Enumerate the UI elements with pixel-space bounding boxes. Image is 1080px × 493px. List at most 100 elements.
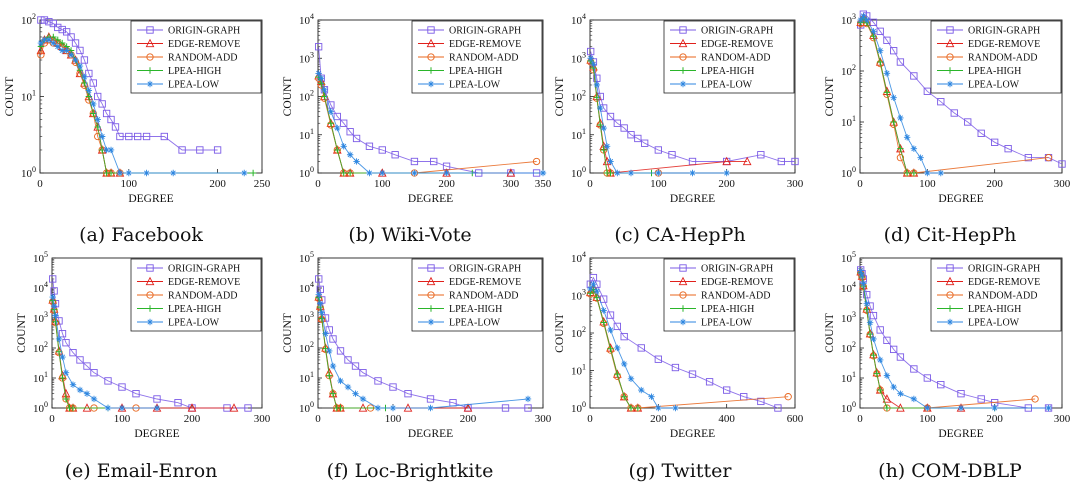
- legend-label: LPEA-HIGH: [449, 304, 502, 315]
- data-point: [379, 169, 386, 177]
- data-point: [389, 404, 397, 412]
- x-tick-label: 0: [587, 413, 593, 425]
- legend-label: LPEA-LOW: [968, 80, 1020, 91]
- legend-marker: [427, 318, 435, 326]
- data-point: [45, 36, 53, 44]
- data-point: [671, 363, 680, 372]
- x-tick-label: 0: [315, 178, 321, 190]
- data-point: [1058, 160, 1066, 168]
- data-point: [50, 287, 58, 295]
- series-edge-remove: [36, 32, 125, 177]
- data-point: [655, 404, 662, 412]
- y-tick-label: 103: [841, 12, 856, 27]
- legend-label: RANDOM-ADD: [968, 53, 1037, 64]
- data-point: [882, 394, 892, 403]
- data-point: [443, 169, 450, 177]
- legend-label: EDGE-REMOVE: [968, 39, 1040, 50]
- data-point: [910, 145, 918, 152]
- x-tick-label: 200: [986, 178, 1003, 190]
- data-point: [118, 383, 126, 391]
- legend-marker: [946, 291, 954, 299]
- data-point: [705, 378, 714, 386]
- legend-marker: [146, 291, 154, 299]
- data-point: [896, 353, 905, 361]
- series-lpea-low: [857, 267, 1052, 412]
- legend-label: LPEA-HIGH: [968, 304, 1021, 315]
- data-point: [587, 47, 595, 56]
- data-point: [107, 146, 115, 154]
- data-point: [62, 339, 70, 347]
- x-tick-label: 0: [315, 413, 321, 425]
- y-tick-label: 103: [299, 50, 314, 65]
- legend-label: ORIGIN-GRAPH: [168, 264, 240, 275]
- data-point: [67, 51, 75, 59]
- data-point: [63, 47, 70, 54]
- data-point: [532, 157, 541, 166]
- data-point: [427, 404, 434, 412]
- x-tick-label: 600: [787, 413, 804, 425]
- legend-marker: [146, 264, 154, 272]
- data-point: [76, 356, 84, 364]
- legend-label: LPEA-LOW: [168, 318, 220, 329]
- data-point: [869, 18, 878, 26]
- y-tick-label: 102: [21, 12, 36, 27]
- data-point: [329, 362, 337, 370]
- data-point: [59, 47, 66, 54]
- legend: ORIGIN-GRAPH EDGE-REMOVE RANDOM-ADD LPEA-HI…: [411, 20, 543, 94]
- series-lpea-low: [49, 293, 161, 412]
- x-tick-label: 0: [587, 178, 593, 190]
- data-point: [1004, 145, 1012, 153]
- y-axis-label: COUNT: [554, 313, 566, 353]
- data-point: [315, 275, 323, 283]
- data-point: [877, 386, 884, 394]
- y-tick-label: 100: [299, 165, 314, 180]
- y-axis-label: COUNT: [824, 77, 836, 117]
- series-line: [589, 276, 779, 409]
- data-point: [98, 100, 106, 108]
- data-point: [723, 169, 730, 177]
- data-point: [107, 169, 115, 177]
- data-point: [76, 386, 84, 394]
- data-point: [340, 119, 348, 127]
- y-tick-label: 105: [33, 250, 48, 265]
- data-point: [654, 146, 662, 154]
- y-tick-label: 102: [299, 340, 314, 355]
- legend-marker: [679, 318, 687, 326]
- data-point: [90, 395, 98, 403]
- data-point: [321, 86, 328, 93]
- legend-marker: [679, 80, 687, 88]
- data-point: [910, 72, 918, 80]
- data-point: [910, 169, 918, 177]
- data-point: [627, 131, 635, 139]
- data-point: [600, 307, 607, 314]
- x-tick-label: 0: [857, 178, 863, 190]
- legend-marker: [679, 305, 687, 312]
- data-point: [351, 362, 360, 370]
- caption-email-enron: (e) Email-Enron: [64, 460, 218, 482]
- x-tick-label: 200: [718, 178, 735, 190]
- x-tick-label: 100: [385, 413, 402, 425]
- data-point: [49, 275, 57, 283]
- x-tick-label: 200: [986, 413, 1003, 425]
- legend-marker: [427, 53, 435, 61]
- data-point: [374, 404, 382, 412]
- data-point: [590, 60, 597, 68]
- data-point: [957, 390, 965, 398]
- data-point: [426, 395, 435, 403]
- data-point: [613, 119, 621, 127]
- data-point: [897, 145, 904, 152]
- data-point: [620, 332, 628, 341]
- data-point: [62, 369, 70, 376]
- data-point: [59, 39, 66, 47]
- y-tick-label: 101: [571, 363, 586, 378]
- data-point: [54, 23, 62, 32]
- caption-wiki-vote: (b) Wiki-Vote: [348, 224, 472, 246]
- data-point: [59, 374, 66, 382]
- legend-marker: [679, 291, 687, 299]
- data-point: [52, 318, 59, 325]
- data-point: [501, 404, 510, 412]
- data-point: [890, 47, 898, 55]
- legend-label: LPEA-LOW: [968, 318, 1020, 329]
- data-point: [336, 347, 345, 355]
